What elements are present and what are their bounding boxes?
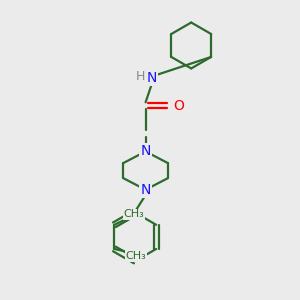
Text: N: N	[140, 145, 151, 158]
Text: CH₃: CH₃	[125, 251, 146, 261]
Text: CH₃: CH₃	[124, 209, 145, 220]
Text: H: H	[136, 70, 145, 83]
Text: O: O	[173, 99, 184, 113]
Text: N: N	[147, 71, 157, 85]
Text: N: N	[140, 183, 151, 197]
